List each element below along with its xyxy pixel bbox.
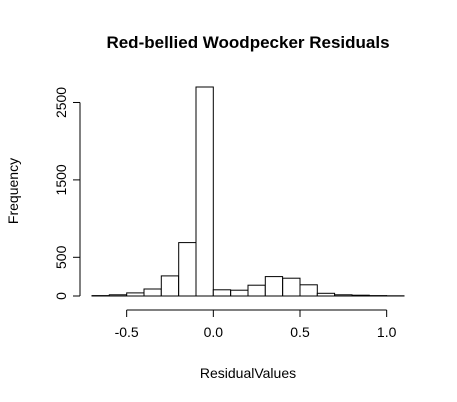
x-tick-label-3: 1.0 xyxy=(377,324,397,340)
chart-title: Red-bellied Woodpecker Residuals xyxy=(106,33,389,52)
histogram-bar-2 xyxy=(126,292,145,297)
histogram-bar-4 xyxy=(160,275,180,297)
x-tick-label-2: 0.5 xyxy=(290,324,310,340)
histogram-bar-8 xyxy=(230,289,249,297)
y-tick-label-0: 0 xyxy=(53,292,69,300)
y-tick-label-2: 1500 xyxy=(53,164,69,195)
y-axis: 0 500 1500 2500 xyxy=(53,87,81,300)
histogram-bar-15 xyxy=(351,294,370,297)
histogram-bar-14 xyxy=(334,294,353,297)
bars-group xyxy=(91,86,405,297)
x-tick-label-0: -0.5 xyxy=(115,324,139,340)
histogram-bar-13 xyxy=(316,292,336,297)
histogram-bar-3 xyxy=(143,288,162,297)
histogram-bar-10 xyxy=(264,276,284,297)
histogram-bar-9 xyxy=(247,284,266,297)
y-tick-label-3: 2500 xyxy=(53,87,69,118)
histogram-bar-11 xyxy=(282,277,301,297)
x-tick-label-1: 0.0 xyxy=(204,324,224,340)
y-axis-label: Frequency xyxy=(5,158,21,224)
histogram-bar-6 xyxy=(195,86,214,297)
x-axis-label: ResidualValues xyxy=(200,365,296,381)
histogram-bar-7 xyxy=(212,289,232,297)
histogram-bar-12 xyxy=(299,284,318,297)
x-axis: -0.5 0.0 0.5 1.0 xyxy=(115,309,397,340)
histogram-bar-5 xyxy=(178,242,197,297)
histogram-bar-1 xyxy=(108,294,128,297)
y-tick-label-1: 500 xyxy=(53,245,69,269)
